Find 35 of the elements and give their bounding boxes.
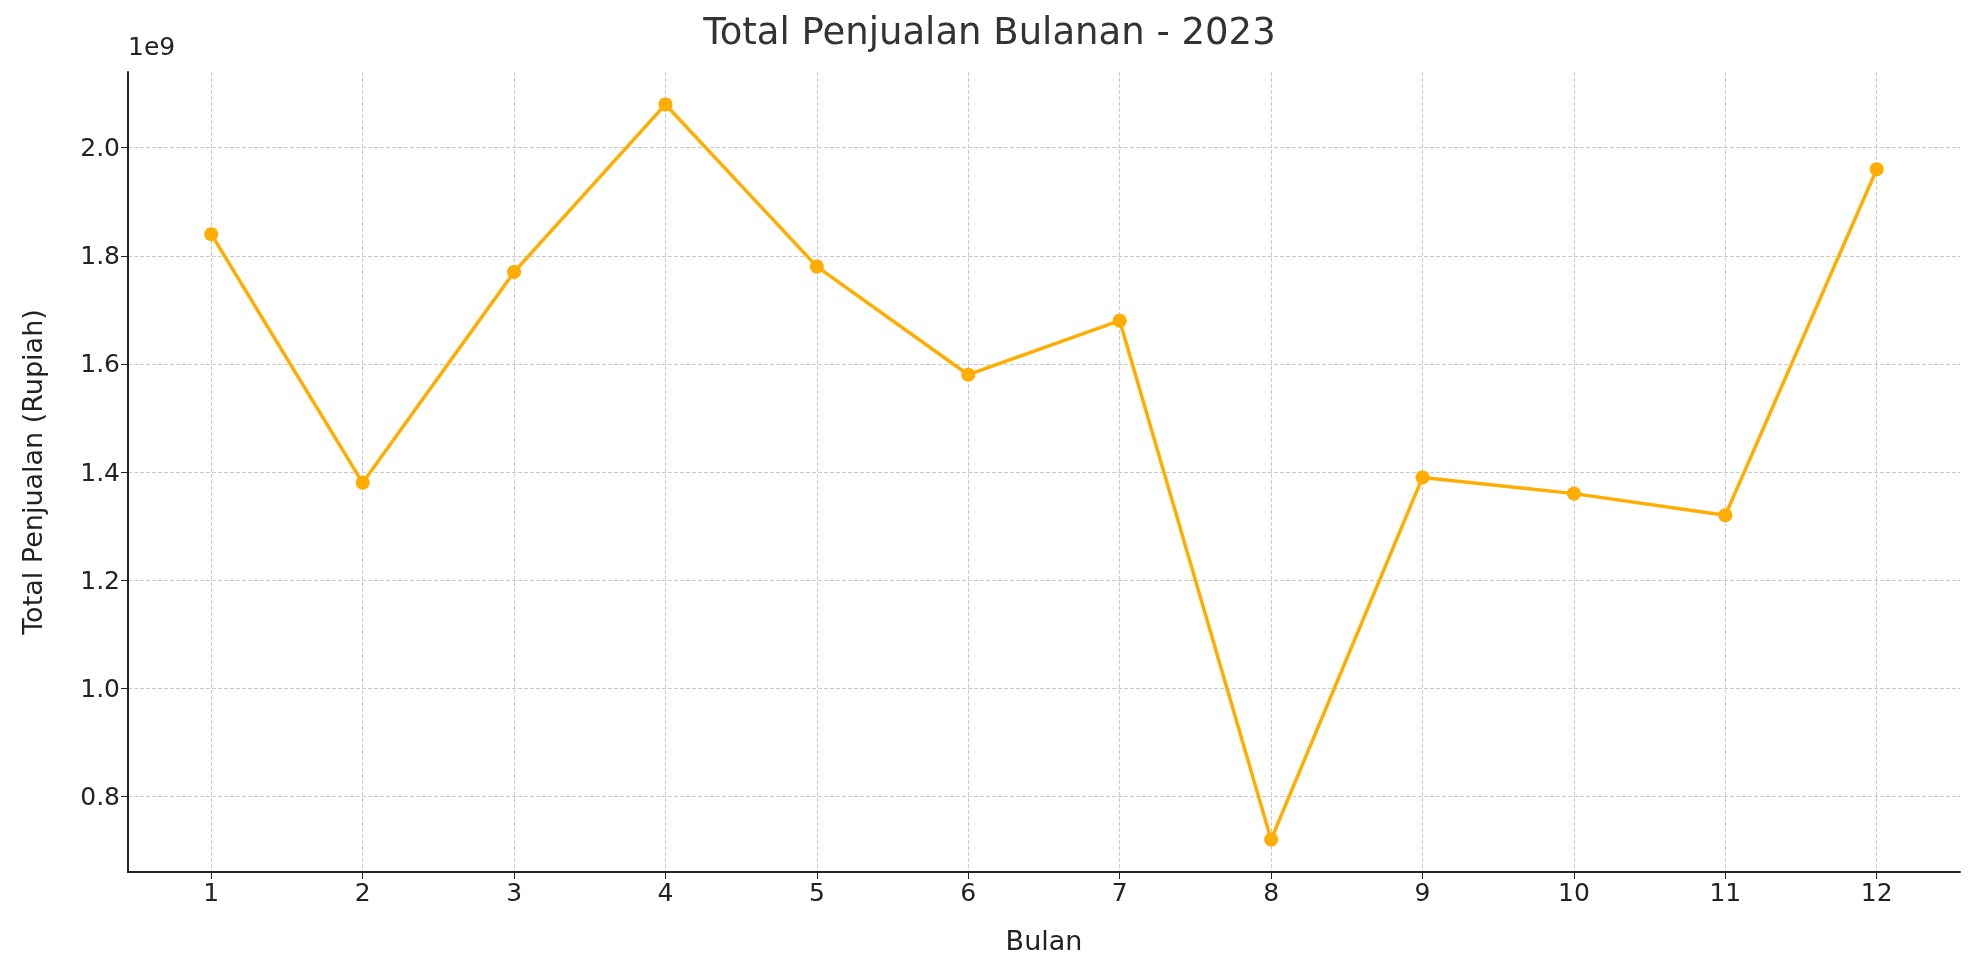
- y-tick-label: 1.6: [80, 349, 120, 379]
- x-tick-label: 5: [808, 878, 825, 907]
- text: 1e9: [128, 32, 176, 61]
- y-tick-label: 0.8: [80, 781, 120, 811]
- point: [204, 227, 219, 242]
- x-axis-title: Bulan: [1005, 925, 1083, 956]
- y-tick-label: 1.2: [80, 565, 120, 595]
- point: [1264, 832, 1279, 847]
- point: [1718, 508, 1733, 523]
- point: [1415, 470, 1430, 485]
- y-axis-title: Total Penjualan (Rupiah): [17, 309, 48, 636]
- point: [1112, 313, 1127, 328]
- point: [355, 475, 370, 490]
- x-tick-label: 12: [1860, 878, 1893, 907]
- x-tick-label: 3: [506, 878, 523, 907]
- x-tick-label: 7: [1111, 878, 1128, 907]
- y-tick-label: 1.4: [80, 457, 120, 487]
- point: [1869, 162, 1884, 177]
- point: [1566, 486, 1581, 501]
- point: [658, 97, 673, 112]
- y-tick-label: 2.0: [80, 133, 120, 163]
- y-tick-label: 1.0: [80, 673, 120, 703]
- point: [507, 265, 522, 279]
- x-tick-label: 1: [203, 878, 220, 907]
- x-tick-label: 10: [1558, 878, 1590, 907]
- x-tick-label: 8: [1263, 878, 1280, 907]
- y-tick-label: 1.8: [80, 241, 120, 271]
- chart-title: Total Penjualan Bulanan - 2023: [702, 10, 1276, 53]
- x-tick-label: 2: [354, 878, 371, 907]
- x-tick-label: 9: [1414, 878, 1431, 907]
- x-tick-label: 6: [960, 878, 977, 907]
- point: [961, 367, 976, 382]
- point: [809, 259, 824, 274]
- x-tick-label: 4: [657, 878, 674, 907]
- x-tick-label: 11: [1709, 878, 1742, 907]
